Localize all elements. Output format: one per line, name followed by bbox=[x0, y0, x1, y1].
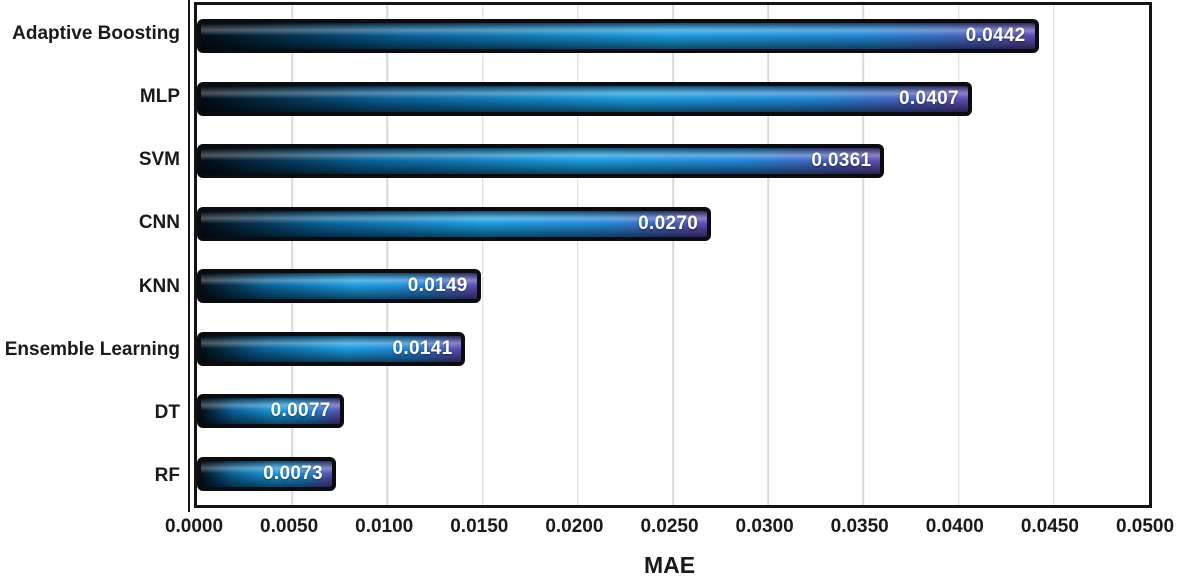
gridline bbox=[672, 5, 674, 505]
x-tick-label: 0.0250 bbox=[640, 516, 699, 537]
bar-value-label: 0.0141 bbox=[392, 337, 453, 359]
bar-row: 0.0141 bbox=[197, 318, 1149, 381]
bar-knn: 0.0149 bbox=[197, 269, 481, 304]
bar-value-label: 0.0361 bbox=[811, 150, 872, 172]
bar-row: 0.0077 bbox=[197, 380, 1149, 443]
category-label-cnn: CNN bbox=[138, 212, 180, 234]
plot-area: 0.0442 0.0407 0.0361 0.0270 0.0149 0.0141 0.00… bbox=[194, 2, 1152, 508]
bar-value-label: 0.0149 bbox=[407, 275, 468, 297]
gridline bbox=[577, 5, 579, 505]
category-label-ensemble-learning: Ensemble Learning bbox=[4, 338, 180, 360]
bar-value-label: 0.0270 bbox=[638, 212, 699, 234]
y-axis-line bbox=[188, 0, 190, 512]
category-label-adaptive-boosting: Adaptive Boosting bbox=[12, 22, 180, 44]
x-tick-label: 0.0200 bbox=[545, 516, 604, 537]
x-tick-label: 0.0500 bbox=[1115, 516, 1175, 537]
x-axis-ticks: 0.0000 0.0050 0.0100 0.0150 0.0200 0.0250 0.03… bbox=[165, 516, 1174, 544]
x-tick-label: 0.0100 bbox=[355, 516, 414, 537]
x-axis-title: MAE bbox=[643, 552, 696, 578]
x-tick-label: 0.0400 bbox=[925, 516, 984, 537]
bar-cnn: 0.0270 bbox=[197, 206, 712, 241]
bar-ensemble-learning: 0.0141 bbox=[197, 331, 466, 366]
x-tick-label: 0.0450 bbox=[1020, 516, 1079, 537]
category-label-mlp: MLP bbox=[139, 85, 180, 107]
bar-mlp: 0.0407 bbox=[197, 81, 972, 116]
category-label-svm: SVM bbox=[138, 149, 180, 171]
x-tick-label: 0.0050 bbox=[260, 516, 319, 537]
category-label-rf: RF bbox=[154, 465, 180, 487]
x-tick-label: 0.0350 bbox=[830, 516, 889, 537]
bar-adaptive-boosting: 0.0442 bbox=[197, 19, 1039, 54]
category-axis: Adaptive Boosting MLP SVM CNN KNN Ensemble Le… bbox=[0, 2, 182, 508]
gridline bbox=[386, 5, 389, 505]
gridline bbox=[481, 5, 484, 505]
gridline bbox=[862, 5, 865, 505]
bar-row: 0.0270 bbox=[197, 193, 1149, 256]
gridline bbox=[291, 5, 293, 505]
bar-row: 0.0361 bbox=[197, 130, 1149, 193]
bar-svm: 0.0361 bbox=[197, 144, 885, 179]
bar-row: 0.0073 bbox=[197, 443, 1149, 506]
x-tick-label: 0.0150 bbox=[450, 516, 509, 537]
gridline bbox=[1053, 5, 1055, 505]
bar-dt: 0.0077 bbox=[197, 394, 344, 429]
gridline bbox=[957, 5, 960, 505]
gridline bbox=[767, 5, 769, 505]
bar-value-label: 0.0077 bbox=[270, 400, 331, 422]
bar-value-label: 0.0407 bbox=[899, 87, 959, 109]
bar-value-label: 0.0442 bbox=[965, 25, 1026, 47]
bar-rf: 0.0073 bbox=[197, 456, 336, 491]
bar-value-label: 0.0073 bbox=[263, 462, 323, 484]
bar-row: 0.0442 bbox=[197, 5, 1149, 68]
bar-row: 0.0407 bbox=[197, 68, 1149, 131]
bar-row: 0.0149 bbox=[197, 255, 1149, 318]
bars-layer: 0.0442 0.0407 0.0361 0.0270 0.0149 0.0141 0.00… bbox=[197, 5, 1149, 505]
category-label-dt: DT bbox=[154, 402, 180, 424]
category-label-knn: KNN bbox=[138, 275, 180, 297]
x-tick-label: 0.0000 bbox=[164, 516, 224, 537]
x-tick-label: 0.0300 bbox=[735, 516, 794, 537]
gridlines bbox=[197, 5, 1149, 505]
